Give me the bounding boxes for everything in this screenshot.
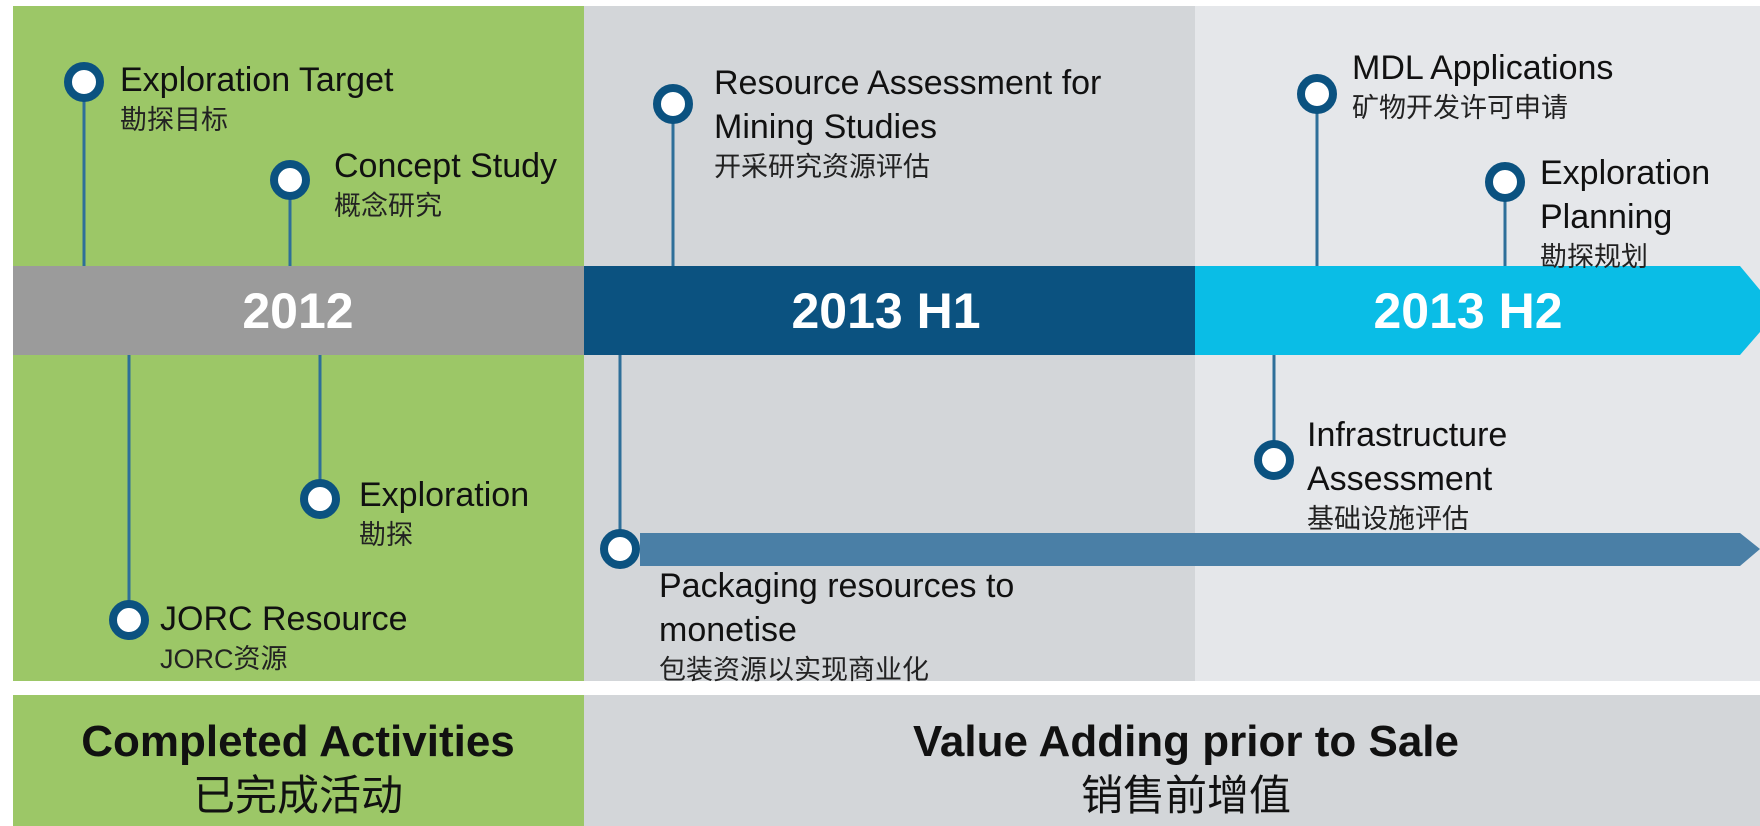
footer-subtitle: 销售前增值 (1081, 772, 1291, 819)
milestone-title: MDL Applications (1352, 49, 1613, 87)
milestone-dot (270, 160, 310, 200)
packaging-arrow (640, 533, 1760, 566)
band-h2 (1195, 266, 1760, 355)
milestone-subtitle: 概念研究 (334, 191, 442, 221)
milestone-title: Planning (1540, 198, 1672, 236)
milestone-title: Infrastructure (1307, 416, 1507, 454)
milestone-title: Exploration (359, 476, 529, 514)
milestone-title: Packaging resources to (659, 567, 1014, 605)
milestone-title: monetise (659, 611, 797, 649)
milestone-dot (64, 62, 104, 102)
milestone-title: Exploration (1540, 154, 1710, 192)
milestone-dot (109, 600, 149, 640)
milestone-title: Mining Studies (714, 108, 937, 146)
milestone-dot (600, 529, 640, 569)
milestone-title: Exploration Target (120, 61, 394, 99)
milestone-dot (300, 479, 340, 519)
period-label: 2012 (242, 283, 353, 339)
milestone-dot (653, 84, 693, 124)
milestone-subtitle: 包装资源以实现商业化 (659, 655, 929, 685)
milestone-title: Assessment (1307, 460, 1493, 498)
milestone-subtitle: 勘探规划 (1540, 242, 1648, 272)
footer-title: Completed Activities (81, 717, 515, 766)
milestone-subtitle: 开采研究资源评估 (714, 152, 930, 182)
band-h1 (584, 266, 1195, 355)
milestone-dot (1297, 74, 1337, 114)
footer-completed (13, 695, 584, 826)
band-2012 (13, 266, 584, 355)
milestone-title: JORC Resource (160, 600, 408, 638)
milestone-subtitle: 勘探 (359, 520, 413, 550)
footer-title: Value Adding prior to Sale (913, 717, 1459, 766)
milestone-dot (1254, 440, 1294, 480)
milestone-title: Concept Study (334, 147, 557, 185)
milestone-subtitle: 基础设施评估 (1307, 504, 1469, 534)
milestone-title: Resource Assessment for (714, 64, 1101, 102)
period-label: 2013 H1 (791, 283, 980, 339)
period-label: 2013 H2 (1373, 283, 1562, 339)
milestone-dot (1485, 162, 1525, 202)
milestone-subtitle: 矿物开发许可申请 (1352, 93, 1568, 123)
footer-value (584, 695, 1760, 826)
footer-subtitle: 已完成活动 (193, 772, 403, 819)
milestone-subtitle: JORC资源 (160, 644, 288, 674)
milestone-subtitle: 勘探目标 (120, 105, 228, 135)
